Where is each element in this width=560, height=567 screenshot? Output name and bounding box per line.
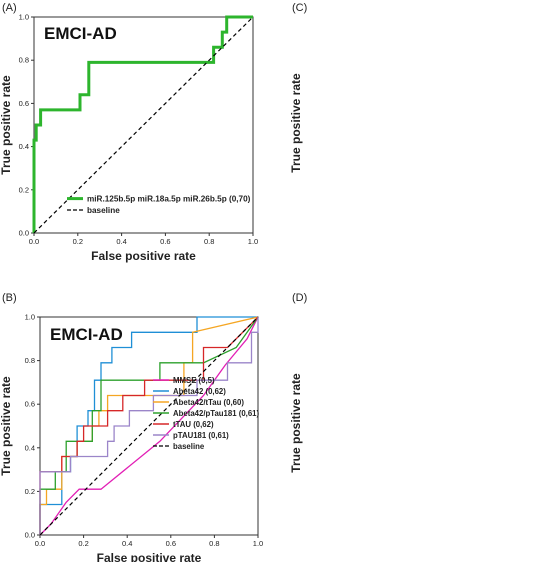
chart-title: EMCI-AD bbox=[50, 325, 123, 344]
y-axis-label: True positive rate bbox=[0, 376, 13, 476]
x-tick-label: 0.8 bbox=[209, 539, 219, 548]
y-tick-label: 0.2 bbox=[25, 487, 35, 496]
legend-entry: tTAU (0,62) bbox=[173, 420, 214, 429]
legend-entry: pTAU181 (0,61) bbox=[173, 431, 229, 440]
legend-entry: Abeta42/tTau (0,60) bbox=[173, 398, 244, 407]
panel-label: (C) bbox=[292, 2, 307, 14]
y-axis-label: True positive rate bbox=[289, 73, 303, 173]
x-tick-label: 0.0 bbox=[35, 539, 45, 548]
roc-curve-6 bbox=[39, 317, 259, 535]
panel-label: (B) bbox=[2, 292, 17, 304]
x-axis-label: False positive rate bbox=[97, 551, 202, 562]
legend-entry: MMSE (0,5) bbox=[173, 376, 215, 385]
roc-panel-4: (D)0.00.00.20.20.40.40.60.60.80.81.01.0F… bbox=[289, 292, 307, 473]
y-tick-label: 0.6 bbox=[19, 99, 29, 108]
roc-panel-1: (A) 0.00.0 0.2 0.2 0.4 0.4 0.6 0.6 0.8 0.8 1.0 1.0 F… bbox=[0, 2, 258, 263]
x-axis-label: False positive rate bbox=[91, 249, 196, 263]
roc-panel-2: (C)0.00.00.20.20.40.40.60.60.80.81.01.0F… bbox=[289, 2, 307, 173]
legend-entry: miR.125b.5p miR.18a.5p miR.26b.5p (0,70) bbox=[87, 195, 251, 204]
roc-curve-1 bbox=[32, 15, 253, 233]
x-tick-label: 1.0 bbox=[248, 237, 258, 246]
y-tick-label: 1.0 bbox=[25, 313, 35, 322]
roc-curve-1 bbox=[39, 316, 259, 536]
y-tick-label: 0.8 bbox=[19, 56, 29, 65]
x-tick-label: 0.6 bbox=[166, 539, 176, 548]
roc-curve-5 bbox=[39, 316, 259, 535]
x-tick-label: 0.8 bbox=[204, 237, 214, 246]
panel-label: (D) bbox=[292, 292, 307, 304]
panel-label: (A) bbox=[2, 2, 17, 14]
x-tick-label: 0.0 bbox=[29, 237, 39, 246]
x-tick-label: 0.6 bbox=[160, 237, 170, 246]
legend-entry: baseline bbox=[87, 206, 120, 215]
x-tick-label: 0.4 bbox=[116, 237, 126, 246]
roc-curve-4 bbox=[39, 316, 259, 535]
y-tick-label: 0.2 bbox=[19, 185, 29, 194]
y-tick-label: 1.0 bbox=[19, 13, 29, 22]
legend-entry: Abeta42/pTau181 (0,61) bbox=[173, 409, 259, 418]
y-axis-label: True positive rate bbox=[0, 75, 13, 175]
y-tick-label: 0.4 bbox=[19, 142, 29, 151]
roc-panel-3: (B) 0.00.0 0.2 0.2 0.4 0.4 0.6 0.6 0.8 0.8 1.0 1.0 F… bbox=[0, 292, 263, 565]
x-tick-label: 0.2 bbox=[73, 237, 83, 246]
y-tick-label: 0.8 bbox=[25, 356, 35, 365]
roc-curve-baseline bbox=[39, 316, 259, 536]
x-tick-label: 0.4 bbox=[122, 539, 132, 548]
y-axis-label: True positive rate bbox=[289, 373, 303, 473]
legend: MMSE (0,5) Abeta42 (0,62) Abeta42/tTau (0,… bbox=[153, 376, 259, 451]
y-tick-label: 0.4 bbox=[25, 443, 35, 452]
legend-entry: baseline bbox=[173, 442, 205, 451]
legend-entry: Abeta42 (0,62) bbox=[173, 387, 226, 396]
chart-title: EMCI-AD bbox=[44, 24, 117, 43]
x-tick-label: 0.2 bbox=[78, 539, 88, 548]
y-tick-label: 0.6 bbox=[25, 400, 35, 409]
roc-curve-baseline bbox=[33, 16, 254, 234]
y-tick-label: 0.0 bbox=[25, 531, 35, 540]
x-tick-label: 1.0 bbox=[253, 539, 263, 548]
y-tick-label: 0.0 bbox=[19, 229, 29, 238]
legend: miR.125b.5p miR.18a.5p miR.26b.5p (0,70)… bbox=[67, 195, 251, 215]
